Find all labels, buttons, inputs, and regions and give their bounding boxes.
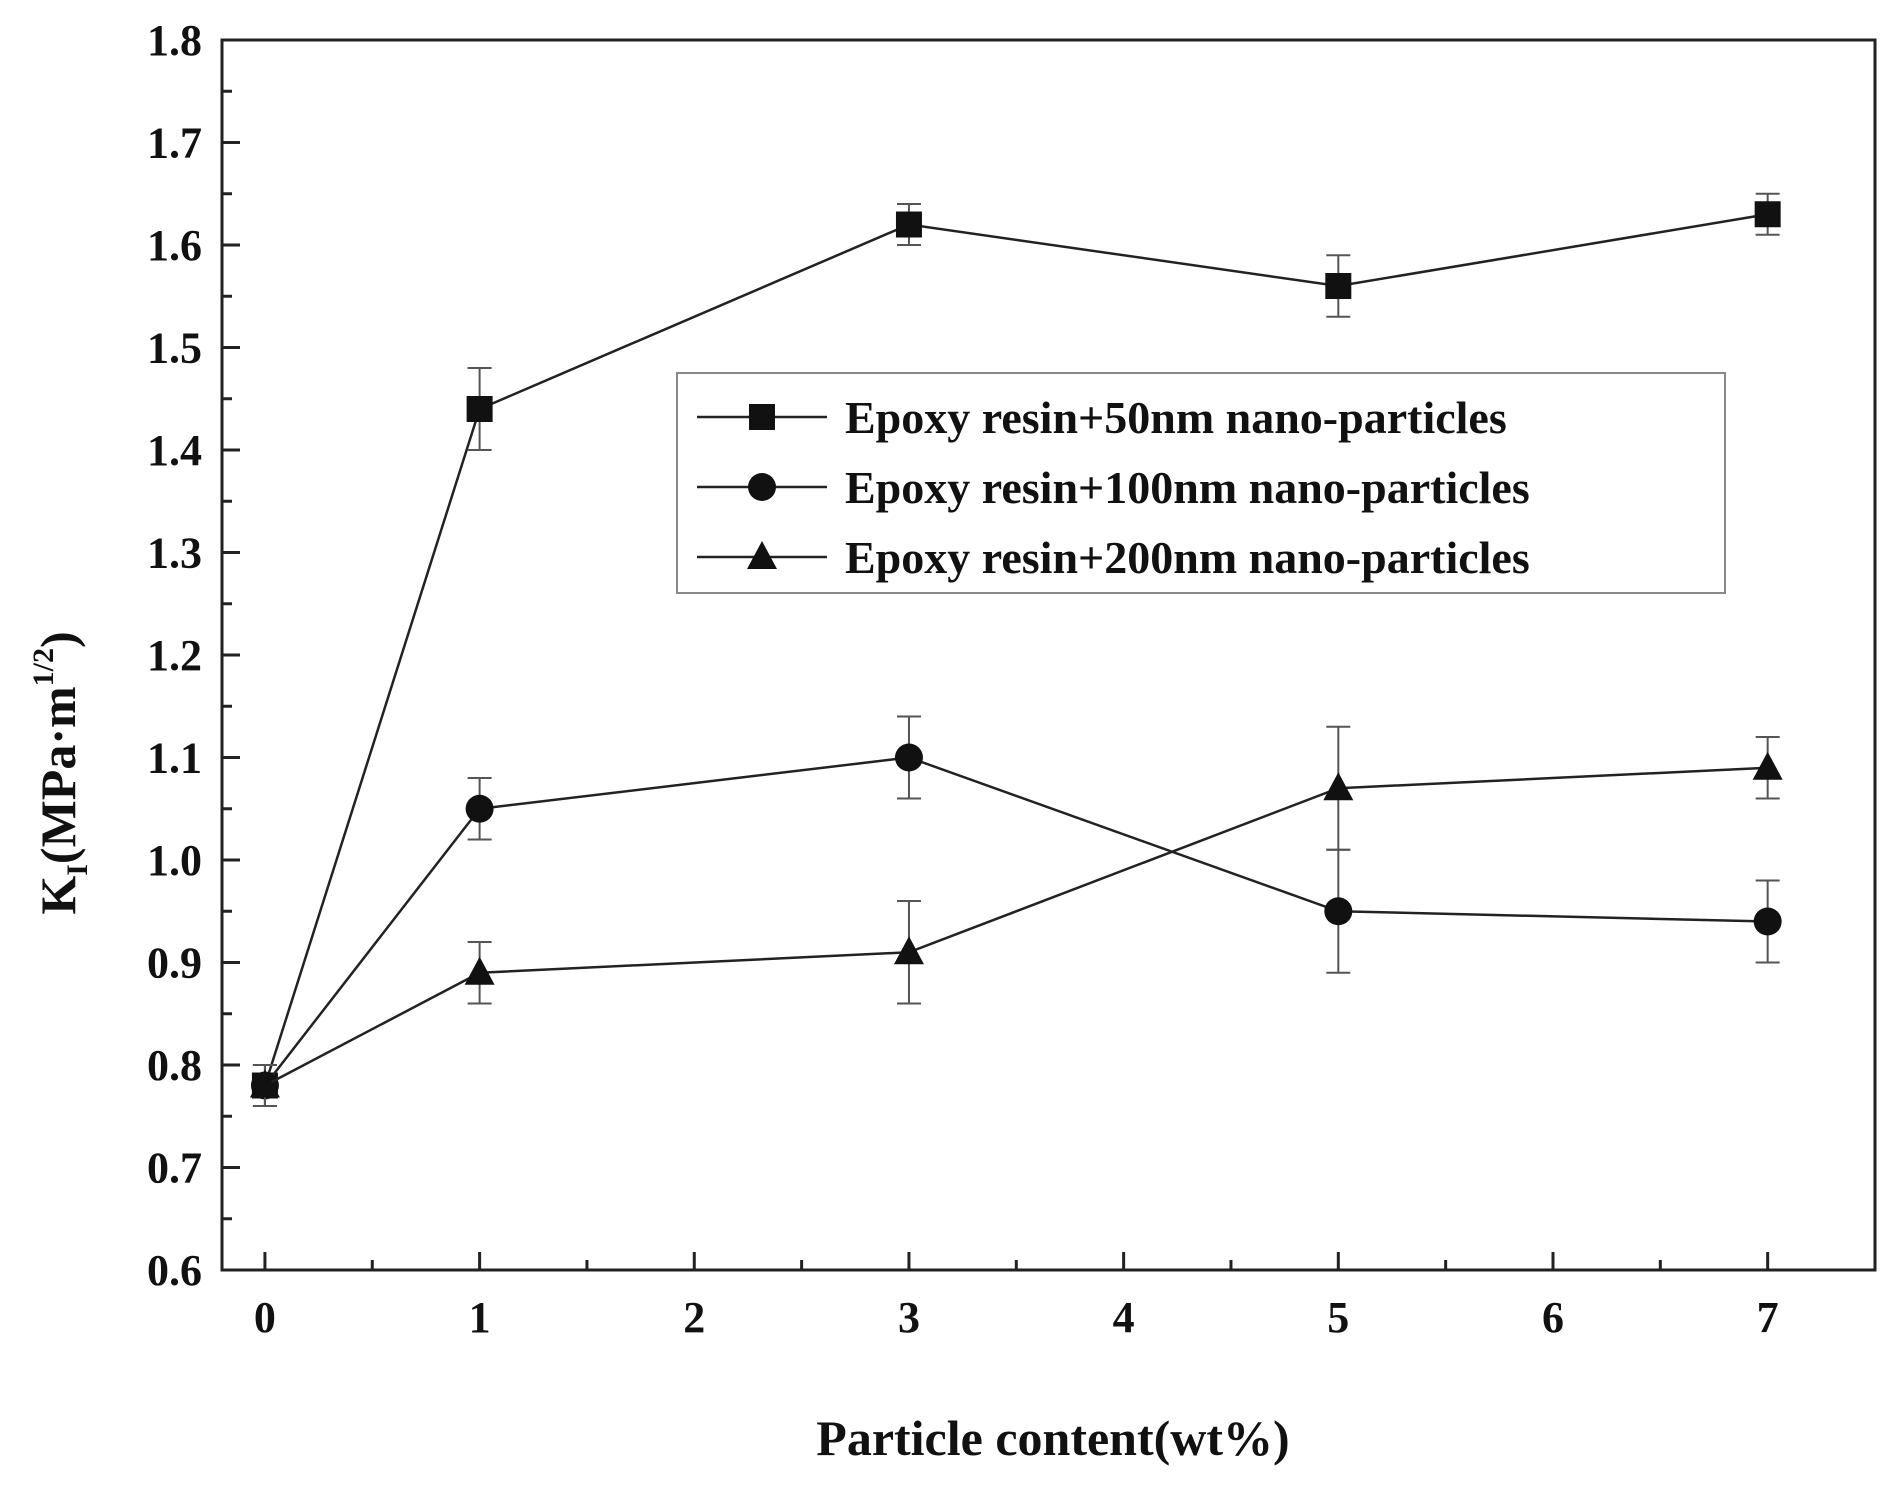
data-point <box>249 1069 280 1098</box>
series-line <box>263 213 1768 1086</box>
data-point <box>894 743 923 772</box>
legend-label: Epoxy resin+50nm nano-particles <box>845 392 1507 443</box>
legend-marker <box>747 541 777 569</box>
data-point <box>1325 273 1352 299</box>
series-triangle <box>249 725 1783 1107</box>
data-point <box>465 794 494 823</box>
data-point <box>1323 772 1354 801</box>
x-tick-label: 5 <box>1327 1293 1349 1342</box>
plot-area <box>220 38 1877 1272</box>
y-tick-label: 0.8 <box>147 1041 202 1090</box>
legend-label: Epoxy resin+100nm nano-particles <box>845 462 1530 513</box>
x-tick-label: 2 <box>683 1293 705 1342</box>
data-point <box>895 211 922 238</box>
y-axis-title-symbol: K <box>30 876 86 915</box>
y-tick-label: 0.9 <box>147 939 202 988</box>
y-tick-label: 1.2 <box>147 631 202 680</box>
data-point <box>1754 201 1781 228</box>
legend-label: Epoxy resin+200nm nano-particles <box>845 532 1530 583</box>
data-point <box>1752 751 1783 780</box>
y-axis-title-subscript: I <box>61 864 94 876</box>
y-tick-label: 1.1 <box>147 734 202 783</box>
data-point <box>1324 897 1353 926</box>
y-axis: 0.6 0.7 0.8 0.9 1.0 1.1 1.2 1.3 1.4 1.5 1.6 1.7 1.8 <box>147 16 240 1295</box>
legend-box <box>676 372 1726 594</box>
legend-marker <box>748 473 776 501</box>
x-tick-label: 4 <box>1113 1293 1135 1342</box>
legend: Epoxy resin+50nm nano-particles Epoxy res… <box>676 372 1726 594</box>
legend-item: Epoxy resin+200nm nano-particles <box>697 532 1530 583</box>
x-axis: 0 1 2 3 4 5 6 7 <box>254 1252 1779 1342</box>
data-point <box>464 956 495 985</box>
y-axis-title: KI(MPa·m1/2) <box>27 631 94 914</box>
x-tick-label: 1 <box>469 1293 491 1342</box>
y-tick-label: 1.0 <box>147 836 202 885</box>
legend-item: Epoxy resin+100nm nano-particles <box>697 462 1530 513</box>
y-tick-label: 1.7 <box>147 119 202 168</box>
data-point <box>466 396 493 422</box>
y-axis-title-exponent: 1/2 <box>27 648 60 686</box>
series-layer <box>249 192 1783 1107</box>
plot-border <box>220 38 1877 1272</box>
y-axis-title-close: ) <box>30 631 86 648</box>
data-point <box>893 936 924 965</box>
y-tick-label: 1.5 <box>147 324 202 373</box>
y-tick-label: 1.4 <box>147 426 202 475</box>
legend-item: Epoxy resin+50nm nano-particles <box>697 392 1507 443</box>
y-tick-label: 1.3 <box>147 529 202 578</box>
y-tick-label: 0.6 <box>147 1246 202 1295</box>
x-axis-title: Particle content(wt%) <box>816 1410 1289 1466</box>
y-tick-label: 1.8 <box>147 16 202 65</box>
y-axis-title-unit: (MPa·m <box>30 686 86 864</box>
x-tick-label: 0 <box>254 1293 276 1342</box>
x-tick-label: 3 <box>898 1293 920 1342</box>
data-point <box>1753 907 1782 936</box>
y-tick-label: 0.7 <box>147 1144 202 1193</box>
x-tick-label: 7 <box>1757 1293 1779 1342</box>
y-tick-label: 1.6 <box>147 221 202 270</box>
x-tick-label: 6 <box>1542 1293 1564 1342</box>
legend-marker <box>749 404 775 430</box>
